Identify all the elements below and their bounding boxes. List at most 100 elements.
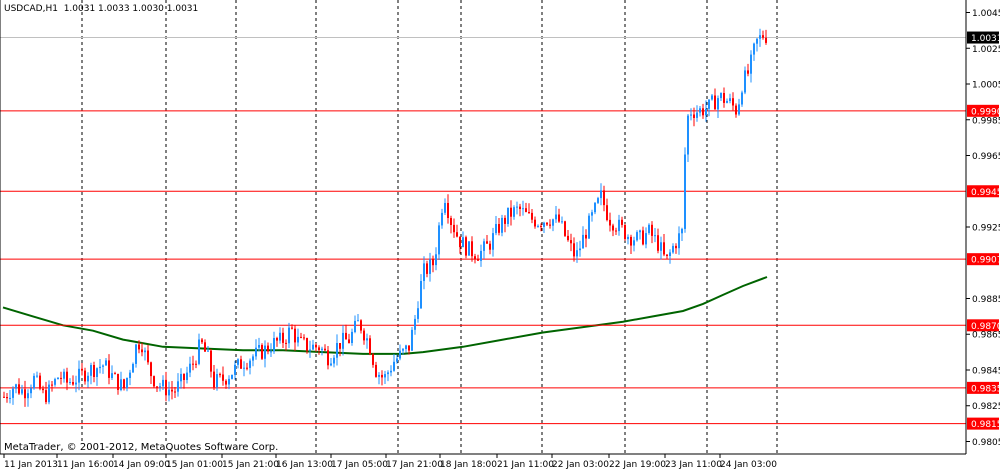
candle-body <box>591 212 593 216</box>
candle-body <box>63 371 65 379</box>
candle-body <box>39 375 41 389</box>
candle-body <box>189 363 191 373</box>
candle-body <box>315 344 317 348</box>
candle-body <box>264 345 266 359</box>
candle-body <box>402 348 404 351</box>
candle-body <box>645 233 647 245</box>
candle-body <box>762 35 764 38</box>
candle-body <box>735 105 737 115</box>
candle-body <box>549 224 551 226</box>
candle-body <box>42 388 44 391</box>
candle-body <box>519 206 521 209</box>
candle-body <box>465 237 467 256</box>
candle-body <box>753 43 755 55</box>
candle-body <box>657 235 659 251</box>
candle-body <box>33 375 35 389</box>
candle-body <box>24 389 26 399</box>
candle-body <box>597 198 599 203</box>
price-level-label: 0.9990 <box>971 107 1000 117</box>
candle-body <box>30 388 32 394</box>
candle-body <box>594 202 596 213</box>
candle-body <box>729 98 731 101</box>
candle-body <box>756 38 758 44</box>
candle-body <box>126 378 128 388</box>
candle-body <box>501 217 503 233</box>
candle-body <box>651 224 653 236</box>
candle-body <box>279 332 281 341</box>
candle-body <box>420 281 422 309</box>
candle-body <box>504 217 506 224</box>
candle-body <box>381 374 383 378</box>
candle-body <box>396 358 398 362</box>
candle-body <box>60 377 62 379</box>
candle-body <box>732 98 734 106</box>
candle-body <box>192 363 194 365</box>
candle-body <box>585 234 587 239</box>
candle-body <box>222 374 224 381</box>
candle-body <box>627 236 629 240</box>
candle-body <box>558 214 560 222</box>
candle-body <box>252 356 254 361</box>
candle-body <box>624 225 626 240</box>
candle-body <box>357 320 359 322</box>
price-axis: 0.9990 0.9945 0.9907 0.9870 0.9835 0.9815 1.00… <box>966 9 1000 448</box>
candle-body <box>573 243 575 257</box>
candle-body <box>390 370 392 373</box>
candle-body <box>105 360 107 366</box>
y-tick-label: 0.9865 <box>972 331 1000 341</box>
candle-body <box>693 114 695 118</box>
candle-body <box>408 345 410 351</box>
candle-body <box>546 222 548 225</box>
candle-body <box>516 206 518 208</box>
candle-body <box>141 349 143 353</box>
candle-body <box>747 70 749 74</box>
candle-body <box>366 338 368 341</box>
candle-body <box>243 367 245 369</box>
candle-body <box>45 390 47 403</box>
candle-body <box>603 190 605 206</box>
x-tick-label: 11 Jan 16:00 <box>57 460 114 470</box>
candle-body <box>15 384 17 389</box>
candle-body <box>231 374 233 379</box>
candle-body <box>417 308 419 319</box>
candle-body <box>492 233 494 250</box>
candle-body <box>177 381 179 392</box>
candle-body <box>681 228 683 234</box>
candle-body <box>765 37 767 43</box>
candle-body <box>339 343 341 349</box>
candle-body <box>720 93 722 99</box>
candle-body <box>276 338 278 341</box>
candle-body <box>600 190 602 199</box>
y-tick-label: 1.0045 <box>972 9 1000 19</box>
candle-body <box>498 224 500 233</box>
candle-body <box>123 379 125 388</box>
candle-body <box>717 98 719 110</box>
candle-body <box>441 212 443 226</box>
candle-body <box>360 320 362 331</box>
candle-body <box>615 230 617 232</box>
candle-body <box>87 375 89 382</box>
symbol-label: USDCAD,H1 <box>4 4 58 14</box>
candle-body <box>378 374 380 377</box>
candle-body <box>738 104 740 115</box>
candle-body <box>387 372 389 375</box>
moving-average-path <box>2 276 768 355</box>
candle-body <box>54 379 56 385</box>
candle-body <box>255 347 257 357</box>
candle-body <box>687 115 689 155</box>
candle-body <box>759 35 761 39</box>
candle-body <box>237 359 239 365</box>
candle-body <box>270 351 272 353</box>
chart-header: USDCAD,H1 1.0031 1.0033 1.0030 1.0031 <box>4 4 198 14</box>
candle-body <box>477 259 479 261</box>
candle-body <box>114 373 116 375</box>
candle-body <box>669 252 671 256</box>
candle-body <box>471 241 473 257</box>
candle-body <box>384 374 386 378</box>
candle-body <box>630 236 632 246</box>
candle-body <box>108 360 110 378</box>
candle-body <box>711 95 713 100</box>
candle-body <box>111 373 113 378</box>
